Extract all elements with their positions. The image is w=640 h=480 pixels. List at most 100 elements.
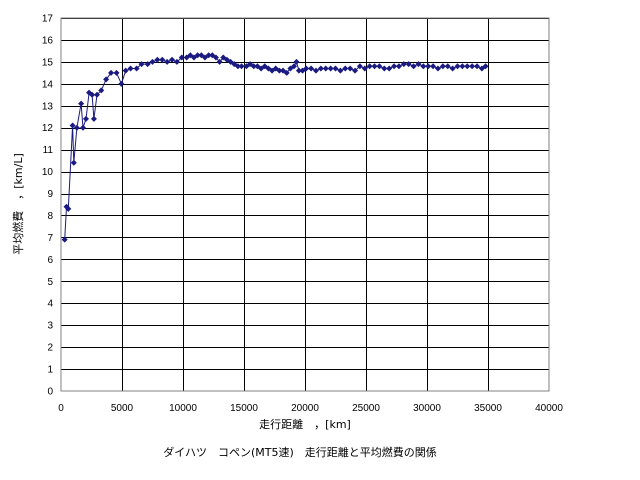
data-point-marker	[405, 61, 412, 68]
data-point-marker	[474, 63, 481, 70]
data-point-marker	[420, 63, 427, 70]
x-tick-label: 20000	[291, 403, 319, 414]
grid-lines	[61, 18, 549, 391]
y-tick-label: 12	[42, 123, 54, 134]
y-tick-label: 6	[47, 255, 53, 266]
y-tick-label: 11	[43, 145, 54, 156]
data-point-marker	[73, 124, 80, 131]
x-tick-label: 30000	[413, 403, 441, 414]
y-tick-label: 17	[42, 14, 54, 25]
y-tick-label: 3	[47, 321, 53, 332]
data-point-marker	[337, 67, 344, 74]
data-point-marker	[89, 91, 96, 98]
data-point-marker	[366, 63, 373, 70]
data-point-marker	[83, 115, 90, 122]
y-tick-label: 8	[47, 211, 53, 222]
y-tick-label: 7	[47, 233, 53, 244]
data-point-marker	[317, 65, 324, 72]
data-point-marker	[173, 58, 180, 65]
data-point-marker	[293, 58, 300, 65]
data-point-marker	[425, 63, 432, 70]
data-point-marker	[93, 91, 100, 98]
y-tick-label: 5	[47, 277, 53, 288]
data-point-marker	[381, 65, 388, 72]
data-point-marker	[103, 76, 110, 83]
data-point-marker	[164, 58, 171, 65]
data-point-marker	[234, 63, 241, 70]
data-point-marker	[291, 63, 298, 70]
data-point-marker	[327, 65, 334, 72]
x-axis-tick-labels: 0 5000 10000 15000 20000 25000 30000 35000 40000	[58, 403, 563, 414]
data-point-marker	[332, 65, 339, 72]
y-tick-label: 16	[42, 35, 54, 46]
data-point-marker	[415, 61, 422, 68]
data-point-marker	[212, 54, 219, 61]
series-fuel-economy	[61, 52, 489, 243]
data-point-marker	[410, 63, 417, 70]
data-point-marker	[138, 61, 145, 68]
data-point-marker	[159, 56, 166, 63]
data-point-marker	[194, 52, 201, 59]
data-point-marker	[127, 65, 134, 72]
data-point-marker	[61, 236, 68, 243]
data-point-marker	[133, 65, 140, 72]
x-axis-title: 走行距離 ，[km]	[259, 417, 351, 431]
chart-caption: ダイハツ コペン(MT5速) 走行距離と平均燃費の関係	[163, 445, 437, 459]
x-tick-label: 40000	[535, 403, 563, 414]
data-point-marker	[113, 69, 120, 76]
data-point-marker	[347, 65, 354, 72]
data-point-marker	[90, 115, 97, 122]
data-point-marker	[312, 67, 319, 74]
data-point-marker	[65, 205, 72, 212]
data-point-marker	[342, 65, 349, 72]
data-point-marker	[361, 65, 368, 72]
data-point-marker	[69, 122, 76, 129]
data-point-marker	[216, 58, 223, 65]
data-point-marker	[178, 54, 185, 61]
x-tick-label: 15000	[230, 403, 258, 414]
data-point-marker	[169, 56, 176, 63]
y-tick-label: 2	[47, 343, 53, 354]
data-point-marker	[98, 87, 105, 94]
series-line	[64, 54, 486, 240]
y-tick-label: 13	[42, 101, 54, 112]
data-point-marker	[108, 69, 115, 76]
data-point-marker	[376, 63, 383, 70]
data-point-marker	[144, 61, 151, 68]
data-point-marker	[308, 65, 315, 72]
data-point-marker	[70, 159, 77, 166]
data-point-marker	[79, 124, 86, 131]
data-point-marker	[482, 63, 489, 70]
y-tick-label: 4	[47, 299, 53, 310]
data-point-marker	[283, 69, 290, 76]
data-point-marker	[295, 67, 302, 74]
data-point-marker	[391, 63, 398, 70]
y-tick-label: 10	[42, 167, 54, 178]
data-point-marker	[454, 63, 461, 70]
data-point-marker	[444, 63, 451, 70]
data-point-marker	[78, 100, 85, 107]
y-tick-label: 1	[47, 365, 53, 376]
data-point-marker	[395, 63, 402, 70]
x-tick-label: 5000	[111, 403, 134, 414]
data-point-marker	[400, 61, 407, 68]
y-tick-label: 0	[47, 387, 53, 398]
data-point-marker	[250, 63, 257, 70]
y-axis-title: 平均燃費 ，[km/L]	[11, 153, 25, 255]
data-point-marker	[352, 67, 359, 74]
data-point-marker	[154, 56, 161, 63]
data-point-marker	[122, 67, 129, 74]
data-point-marker	[205, 52, 212, 59]
data-point-marker	[430, 63, 437, 70]
data-point-marker	[439, 63, 446, 70]
data-point-marker	[459, 63, 466, 70]
data-point-marker	[238, 63, 245, 70]
data-point-marker	[469, 63, 476, 70]
data-point-marker	[303, 65, 310, 72]
data-point-marker	[449, 65, 456, 72]
data-point-marker	[322, 65, 329, 72]
data-point-marker	[118, 80, 125, 87]
x-tick-label: 0	[58, 403, 64, 414]
